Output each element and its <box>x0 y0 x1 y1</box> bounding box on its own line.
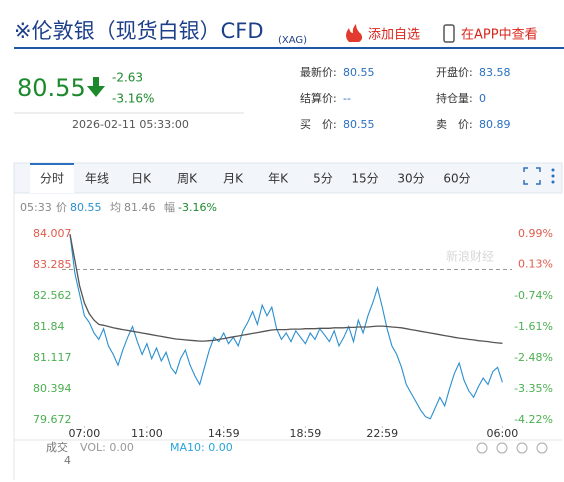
y-tick-label: 80.394 <box>33 382 72 395</box>
active-tab <box>30 164 74 193</box>
y2-tick-label: -3.35% <box>514 382 553 395</box>
tab[interactable]: 30分 <box>397 172 424 186</box>
tab[interactable]: 日K <box>131 172 152 186</box>
field-label: 最新价: <box>300 65 337 79</box>
x-tick-label: 14:59 <box>208 427 240 440</box>
add-watch[interactable]: 添加自选 <box>368 28 420 43</box>
y2-tick-label: -1.61% <box>514 320 553 333</box>
y-tick-label: 79.672 <box>33 413 72 426</box>
tab[interactable]: 15分 <box>351 172 378 186</box>
field-label: 结算价: <box>300 91 337 105</box>
y-tick-label: 83.285 <box>33 258 72 271</box>
field-label: 买 价: <box>300 118 337 131</box>
tab[interactable]: 5分 <box>313 172 333 186</box>
fullscreen-icon[interactable] <box>523 167 541 185</box>
tab[interactable]: 月K <box>223 172 244 186</box>
x-tick-label: 18:59 <box>290 427 322 440</box>
zoom-icons[interactable] <box>476 442 548 454</box>
field-label: 开盘价: <box>436 65 473 79</box>
y2-tick-label: 0.13% <box>518 258 553 271</box>
average-line <box>69 234 503 344</box>
price-line <box>69 234 503 420</box>
tab[interactable]: 年线 <box>85 172 109 186</box>
field-value: -- <box>343 92 351 105</box>
info-price: 80.55 <box>70 201 102 214</box>
tab[interactable]: 年K <box>268 172 289 186</box>
fields: 最新价: 80.55 开盘价: 83.58 结算价: -- 持仓量: 0 买 价: 80.55 卖 … <box>300 65 511 131</box>
phone-icon <box>443 24 455 43</box>
vol: VOL: 0.00 <box>80 441 134 454</box>
info-line: 05:33 价 80.55 均 81.46 幅 -3.16% <box>20 201 217 214</box>
app-view[interactable]: 在APP中查看 <box>461 27 538 43</box>
chart: 新浪财经 79.672 80.394 81.117 81.84 82.562 83.285 8… <box>33 227 553 440</box>
y-tick-label: 82.562 <box>33 289 72 302</box>
x-tick-label: 07:00 <box>69 427 101 440</box>
y2-tick-label: -4.22% <box>514 413 553 426</box>
field-value: 80.55 <box>343 66 375 79</box>
info-amp-label: 幅 <box>164 201 175 214</box>
tab[interactable]: 周K <box>177 172 198 186</box>
watermark: 新浪财经 <box>446 249 494 264</box>
change-pct: -3.16% <box>112 92 154 106</box>
tab[interactable]: 分时 <box>40 172 64 186</box>
y2-tick-label: -0.74% <box>514 289 553 302</box>
info-avg-label: 均 <box>110 201 121 214</box>
more-icon[interactable] <box>551 168 555 184</box>
tab-bar <box>13 162 563 194</box>
title: ※伦敦银（现货白银）CFD <box>14 19 264 43</box>
change: -2.63 <box>112 71 143 85</box>
field-value: 80.89 <box>479 118 511 131</box>
fire-icon <box>346 24 363 42</box>
field-label: 持仓量: <box>436 91 473 105</box>
field-value: 80.55 <box>343 118 375 131</box>
field-label: 卖 价: <box>436 118 473 131</box>
y-tick-label: 81.117 <box>33 351 72 364</box>
info-amp: -3.16% <box>178 201 217 214</box>
x-tick-label: 22:59 <box>366 427 398 440</box>
y2-tick-label: -2.48% <box>514 351 553 364</box>
field-value: 0 <box>479 92 486 105</box>
tabs: 分时 年线 日K 周K 月K 年K 5分 15分 30分 60分 <box>30 163 471 193</box>
down-arrow <box>87 77 105 97</box>
active-tab-bar <box>30 163 74 165</box>
ma10: MA10: 0.00 <box>170 441 233 454</box>
header-rule <box>14 47 564 49</box>
quote-time: 2026-02-11 05:33:00 <box>72 118 189 131</box>
x-tick-label: 11:00 <box>131 427 163 440</box>
y2-tick-label: 0.99% <box>518 227 553 240</box>
volume-value: 4 <box>64 454 71 467</box>
tab[interactable]: 60分 <box>443 172 470 186</box>
price: 80.55 <box>17 74 86 102</box>
field-value: 83.58 <box>479 66 511 79</box>
info-avg: 81.46 <box>124 201 156 214</box>
volume-label: 成交 <box>46 440 68 454</box>
info-price-label: 价 <box>56 201 67 214</box>
y-tick-label: 84.007 <box>33 227 72 240</box>
y-tick-label: 81.84 <box>33 320 65 333</box>
subtitle: (XAG) <box>278 35 307 46</box>
x-tick-label: 06:00 <box>487 427 519 440</box>
info-time: 05:33 <box>20 201 52 214</box>
